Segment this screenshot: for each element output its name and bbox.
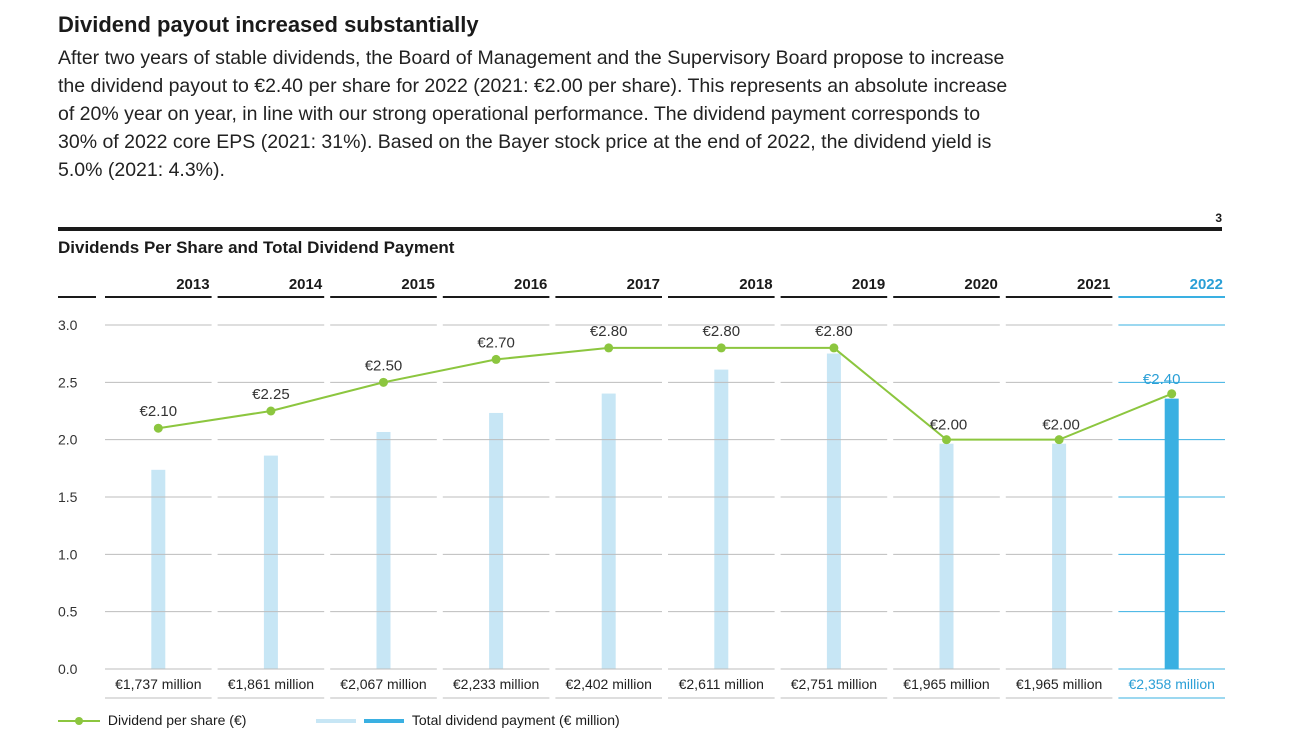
dividend-label-2013: €2.10	[140, 403, 178, 420]
dividend-label-2020: €2.00	[930, 417, 968, 434]
bar-2019	[826, 353, 841, 669]
bar-2021	[1052, 443, 1067, 669]
year-label-2016: 2016	[514, 276, 547, 293]
dividend-point-2019	[829, 343, 839, 353]
y-tick-label: 1.5	[58, 489, 78, 505]
dividend-point-2022	[1167, 389, 1177, 399]
year-label-2018: 2018	[739, 276, 772, 293]
y-tick-label: 2.0	[58, 432, 78, 448]
total-label-2017: €2,402 million	[566, 676, 652, 692]
dividend-line	[158, 346, 1173, 441]
bar-2020	[939, 443, 954, 669]
total-label-2013: €1,737 million	[115, 676, 201, 692]
year-label-2019: 2019	[852, 276, 885, 293]
legend-line: Dividend per share (€)	[58, 712, 246, 728]
dividend-label-2022: €2.40	[1143, 371, 1181, 388]
y-tick-label: 1.0	[58, 546, 78, 562]
year-label-2021: 2021	[1077, 276, 1110, 293]
total-label-2021: €1,965 million	[1016, 676, 1102, 692]
legend-bar: Total dividend payment (€ million)	[316, 712, 620, 728]
dividend-label-2021: €2.00	[1042, 417, 1080, 434]
bar-2013	[151, 469, 166, 669]
total-label-2020: €1,965 million	[903, 676, 989, 692]
dividend-label-2016: €2.70	[477, 334, 515, 351]
year-label-2013: 2013	[176, 276, 209, 293]
dividend-label-2018: €2.80	[703, 323, 741, 340]
year-label-2017: 2017	[627, 276, 660, 293]
bar-2014	[263, 455, 278, 669]
year-label-2015: 2015	[401, 276, 434, 293]
chart-top-rule	[58, 227, 1222, 231]
total-label-2022: €2,358 million	[1129, 676, 1215, 692]
dividend-label-2014: €2.25	[252, 386, 290, 403]
year-label-2014: 2014	[289, 276, 323, 293]
page-number: 3	[1215, 211, 1222, 225]
page-heading: Dividend payout increased substantially	[58, 12, 479, 37]
total-label-2014: €1,861 million	[228, 676, 314, 692]
legend-bar-label: Total dividend payment (€ million)	[411, 712, 620, 728]
dividend-point-2020	[942, 435, 951, 445]
year-label-2020: 2020	[964, 276, 997, 293]
dividend-point-2014	[266, 406, 276, 416]
bar-2015	[376, 431, 391, 669]
y-tick-label: 0.0	[58, 661, 78, 677]
bar-2016	[489, 412, 504, 669]
dividend-point-2017	[604, 343, 614, 353]
dividend-label-2017: €2.80	[590, 323, 628, 340]
total-label-2018: €2,611 million	[679, 676, 764, 692]
dividend-label-2019: €2.80	[815, 323, 853, 340]
total-label-2019: €2,751 million	[791, 676, 877, 692]
bar-2018	[714, 369, 729, 669]
year-label-2022: 2022	[1190, 276, 1223, 293]
chart-title: Dividends Per Share and Total Dividend P…	[58, 238, 455, 257]
dividend-point-2021	[1054, 435, 1064, 445]
total-label-2015: €2,067 million	[340, 676, 426, 692]
total-label-2016: €2,233 million	[453, 676, 539, 692]
dividend-point-2016	[491, 354, 501, 364]
legend-line-label: Dividend per share (€)	[107, 712, 247, 728]
dividend-label-2015: €2.50	[365, 357, 403, 374]
y-tick-label: 3.0	[58, 317, 78, 333]
intro-paragraph: After two years of stable dividends, the…	[58, 47, 1008, 181]
y-tick-label: 2.5	[58, 374, 78, 390]
legend-line-swatch	[58, 717, 100, 726]
legend-bar-swatch	[316, 719, 404, 724]
dividend-point-2015	[379, 377, 388, 387]
dividend-point-2018	[716, 343, 726, 353]
dividend-point-2013	[153, 423, 163, 433]
bar-2017	[601, 393, 616, 669]
y-tick-label: 0.5	[58, 604, 78, 620]
bar-2022	[1164, 398, 1179, 669]
